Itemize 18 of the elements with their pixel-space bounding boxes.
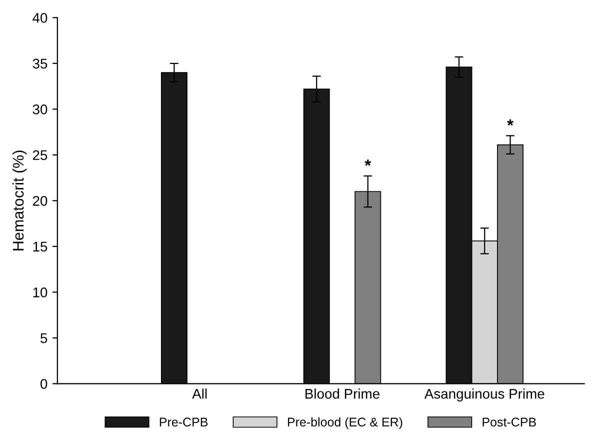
y-tick-label: 10 bbox=[33, 287, 48, 298]
legend-label: Pre-CPB bbox=[160, 418, 208, 427]
y-tick-label: 5 bbox=[40, 333, 48, 344]
y-tick-label: 25 bbox=[32, 150, 48, 160]
y-tick-label: 20 bbox=[32, 196, 48, 206]
y-tick-label: 0 bbox=[40, 379, 48, 389]
annotation: * bbox=[507, 119, 514, 126]
y-tick-label: 35 bbox=[32, 58, 48, 69]
y-axis-title: Hematocrit (%) bbox=[12, 150, 27, 250]
annotation: * bbox=[364, 160, 372, 166]
y-tick-label: 40 bbox=[32, 12, 48, 23]
x-tick-label: All bbox=[192, 388, 207, 399]
y-tick-label: 15 bbox=[33, 242, 48, 252]
x-tick-label: Asanguinous Prime bbox=[424, 388, 544, 402]
legend-label: Pre-blood (EC & ER) bbox=[288, 417, 402, 429]
legend-label: Post-CPB bbox=[482, 418, 536, 427]
x-tick-label: Blood Prime bbox=[306, 388, 380, 399]
y-tick-label: 30 bbox=[32, 104, 48, 114]
